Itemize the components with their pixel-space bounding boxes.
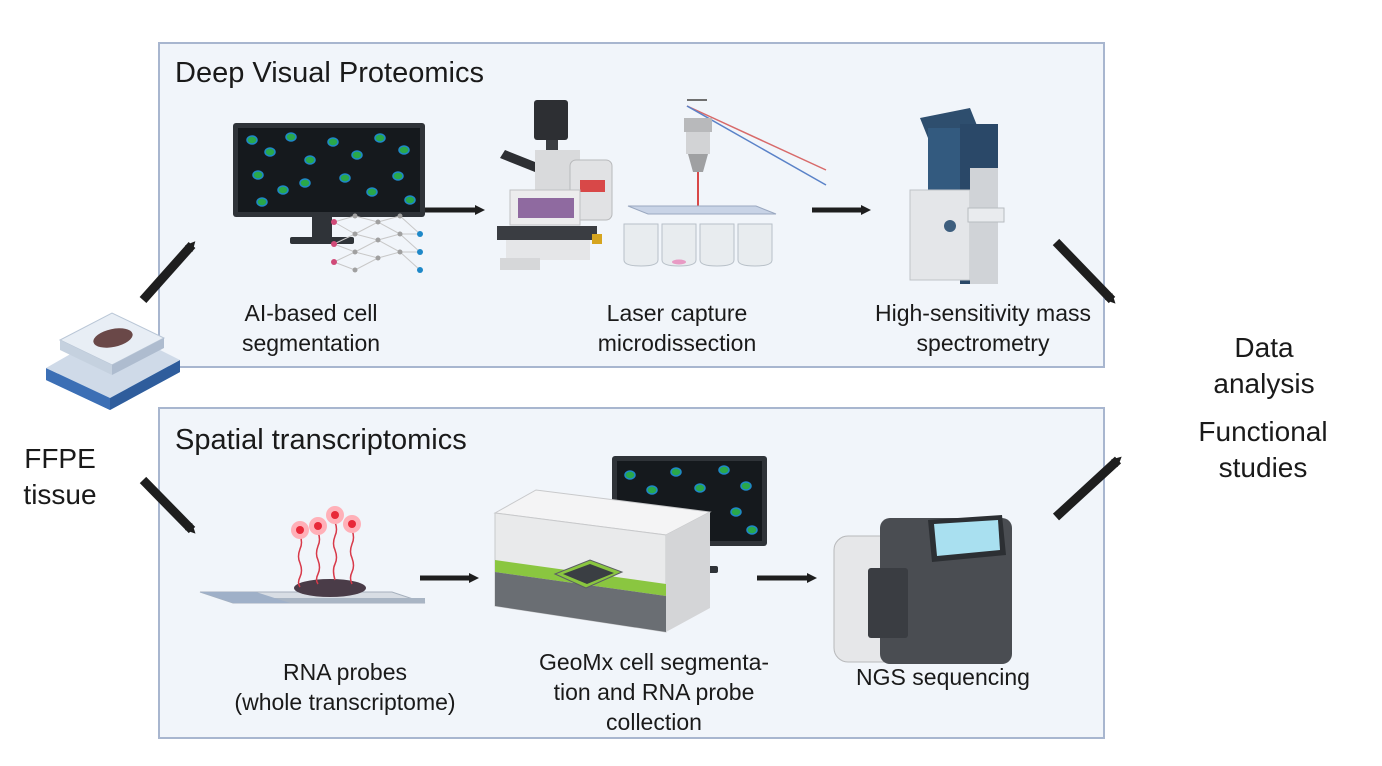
step-label-laser-capture: Laser capture microdissection (597, 300, 757, 356)
functional-studies-label: Functional studies (1198, 416, 1328, 484)
ffpe-slide-icon (46, 312, 180, 410)
ngs-sequencer-icon (833, 515, 1012, 664)
geomx-instrument-icon (493, 456, 767, 633)
step-label-mass-spec: High-sensitivity mass spectrometry (875, 300, 1091, 356)
mass-spectrometer-icon (909, 108, 1005, 284)
rna-probe-slide-icon (199, 506, 426, 604)
data-analysis-label: Data analysis (1213, 332, 1315, 400)
ffpe-tissue-label: FFPE tissue (23, 443, 97, 511)
arrow-ffpe-to-dvp (139, 241, 196, 303)
arrow-ffpe-to-st (139, 476, 196, 534)
ai-monitor-icon (233, 123, 425, 273)
step-label-ngs: NGS sequencing (856, 664, 1030, 690)
step-label-geomx: GeoMx cell segmenta- tion and RNA probe … (538, 649, 770, 735)
microscope-icon (497, 100, 613, 270)
dvp-title: Deep Visual Proteomics (175, 57, 484, 89)
flow-arrows (139, 238, 1122, 534)
step-arrows (420, 205, 871, 583)
st-title: Spatial transcriptomics (175, 424, 467, 456)
arrow-dvp-out (1052, 238, 1116, 304)
laser-capture-icon (623, 99, 827, 267)
step-label-ai-segmentation: AI-based cell segmentation (241, 300, 381, 356)
step-label-rna-probes: RNA probes (whole transcriptome) (234, 659, 456, 715)
arrow-st-out (1052, 456, 1122, 521)
